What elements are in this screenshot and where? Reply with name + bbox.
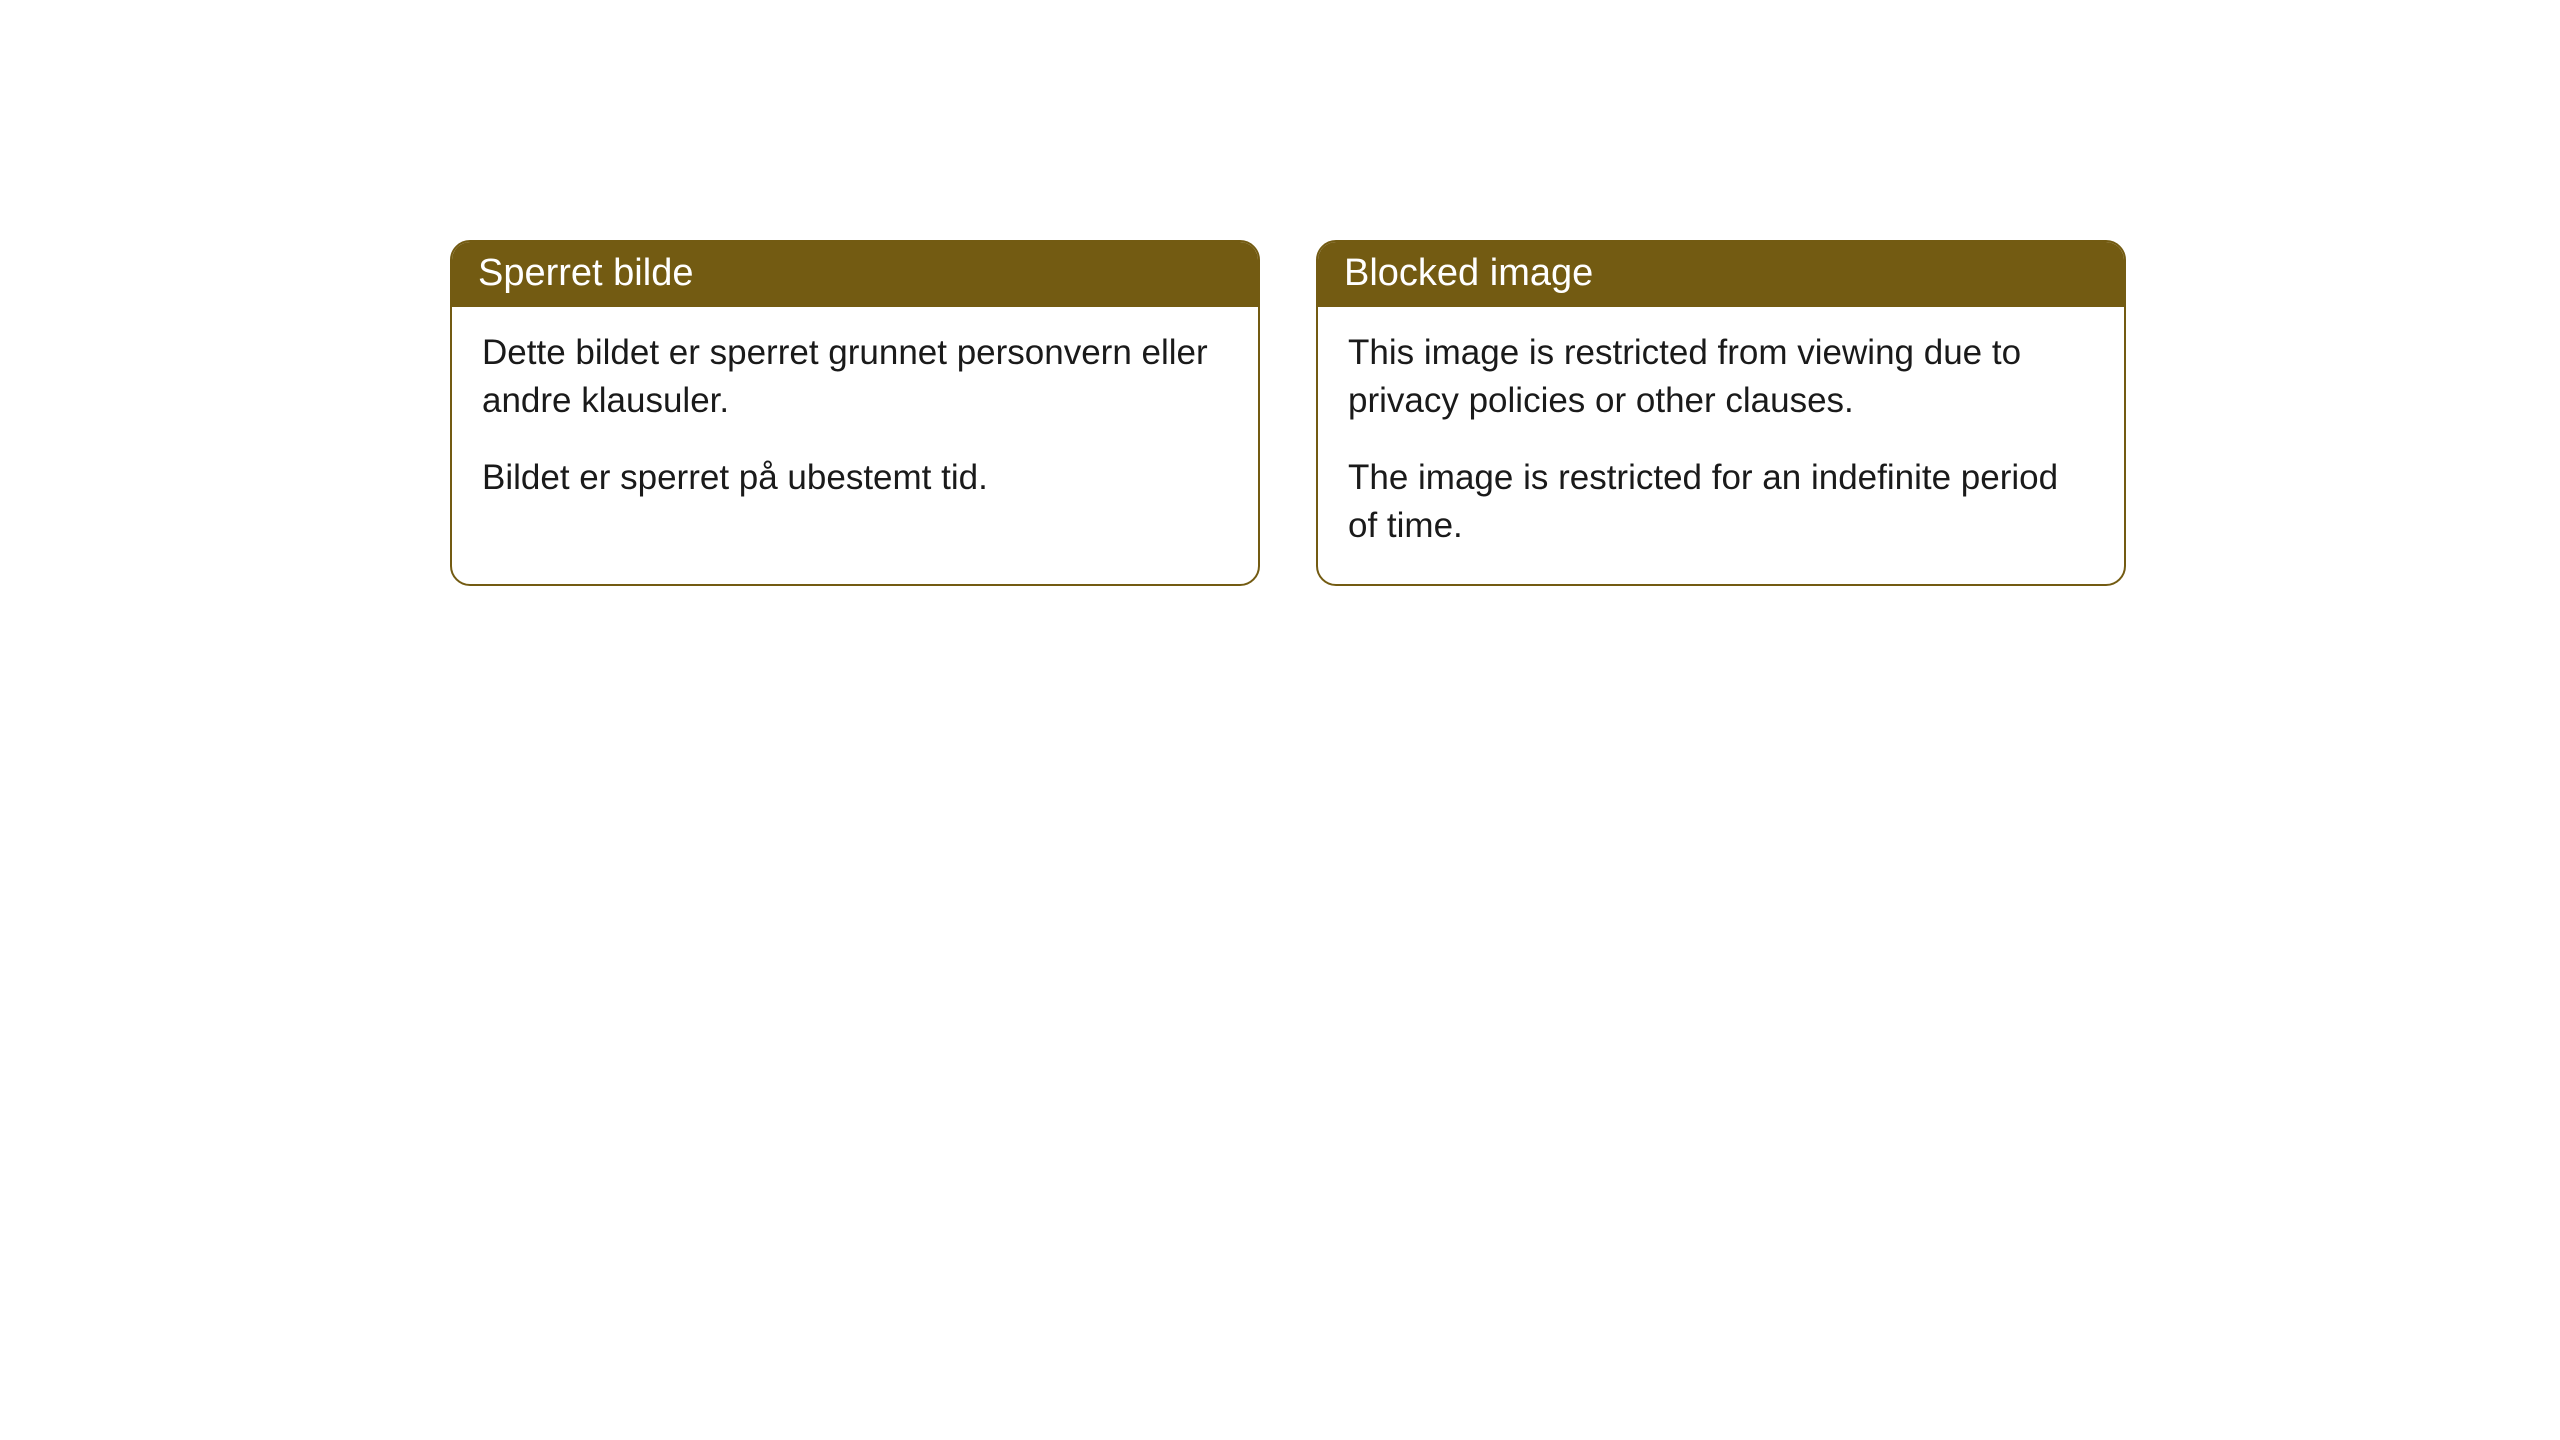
notice-title: Sperret bilde	[478, 252, 693, 294]
notice-header: Blocked image	[1318, 242, 2124, 307]
notice-body: Dette bildet er sperret grunnet personve…	[452, 307, 1258, 536]
notice-header: Sperret bilde	[452, 242, 1258, 307]
notice-card-english: Blocked image This image is restricted f…	[1316, 240, 2126, 586]
notice-paragraph: The image is restricted for an indefinit…	[1348, 454, 2094, 551]
notice-paragraph: Bildet er sperret på ubestemt tid.	[482, 454, 1228, 502]
notice-container: Sperret bilde Dette bildet er sperret gr…	[0, 0, 2560, 586]
notice-card-norwegian: Sperret bilde Dette bildet er sperret gr…	[450, 240, 1260, 586]
notice-title: Blocked image	[1344, 252, 1593, 294]
notice-paragraph: This image is restricted from viewing du…	[1348, 329, 2094, 426]
notice-body: This image is restricted from viewing du…	[1318, 307, 2124, 584]
notice-paragraph: Dette bildet er sperret grunnet personve…	[482, 329, 1228, 426]
